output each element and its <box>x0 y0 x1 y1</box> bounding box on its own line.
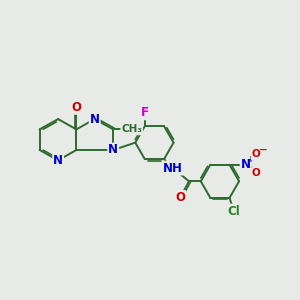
Text: +: + <box>247 155 255 164</box>
Text: NH: NH <box>163 161 183 175</box>
Text: O: O <box>71 101 81 114</box>
Text: Cl: Cl <box>227 205 240 218</box>
Text: −: − <box>259 145 268 155</box>
Text: N: N <box>90 112 100 126</box>
Text: N: N <box>241 158 251 171</box>
Text: O: O <box>252 168 260 178</box>
Text: N: N <box>108 143 118 157</box>
Text: CH₃: CH₃ <box>121 124 142 134</box>
Text: N: N <box>53 154 63 167</box>
Text: O: O <box>252 149 260 159</box>
Text: F: F <box>141 106 149 119</box>
Text: O: O <box>175 191 185 204</box>
